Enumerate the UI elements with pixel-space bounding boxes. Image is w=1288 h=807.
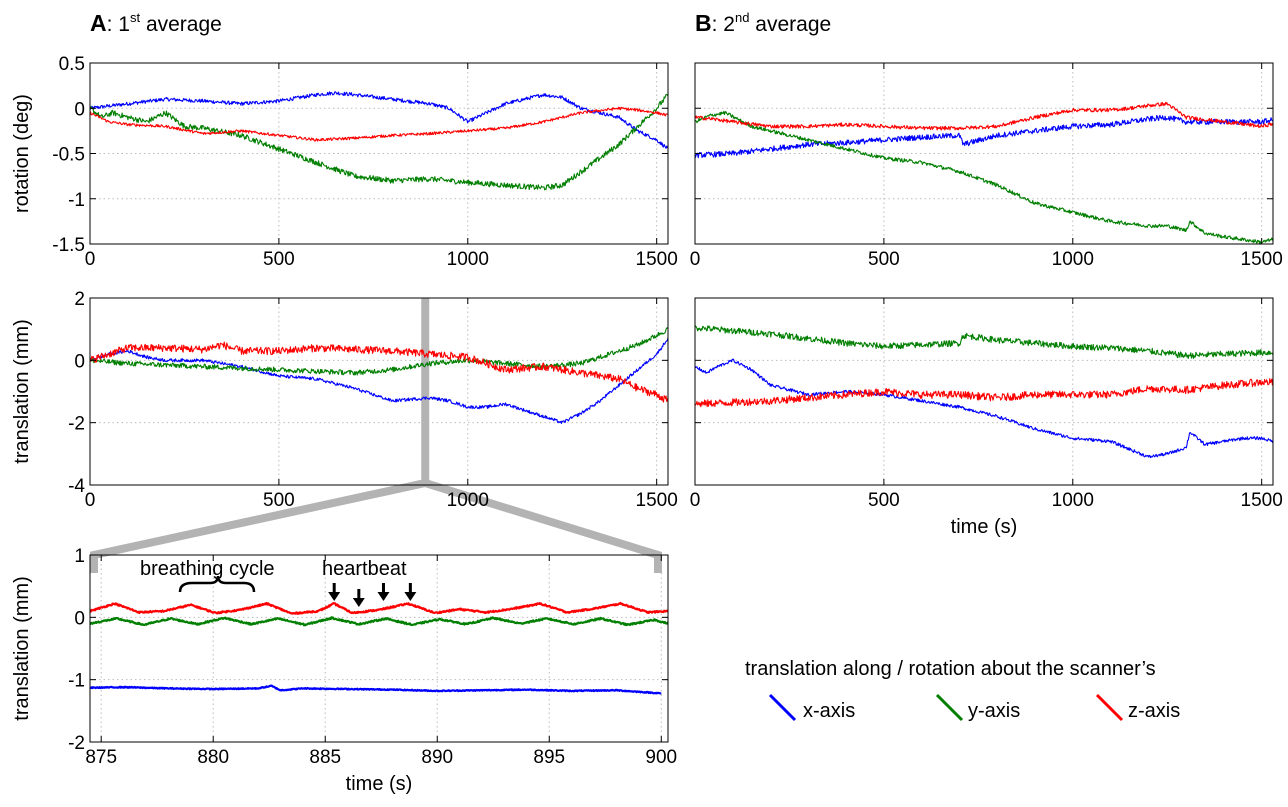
annotations: breathing cycle heartbeat: [140, 558, 417, 607]
x-tick-label: 500: [263, 490, 295, 511]
legend-title: translation along / rotation about the s…: [745, 658, 1156, 680]
y-tick-label: 2: [74, 289, 85, 310]
heartbeat-arrow-head: [352, 598, 365, 607]
chart-a-rotation: 0 500 1000 1500 -1.5 -1 -0.5 0 0.5 rotation (deg): [11, 54, 678, 270]
series-line-z-axis: [90, 601, 668, 615]
series-line-z-axis: [90, 341, 668, 403]
x-tick-label: 500: [868, 490, 900, 511]
legend-label-x: x-axis: [803, 700, 855, 722]
series-line-z-axis: [90, 106, 668, 142]
y-tick-label: 1: [74, 546, 85, 567]
y-tick-label: 0: [74, 351, 85, 372]
series-line-y-axis: [90, 93, 668, 191]
axes-frame: [89, 297, 669, 486]
panel-b-title: B: 2nd average: [695, 10, 831, 36]
series-line-x-axis: [90, 684, 662, 695]
series-line-y-axis: [695, 110, 1273, 244]
x-tick-label: 1000: [447, 490, 489, 511]
chart-a-zoom: 875 880 885 890 895 900 -2 -1 0 1 translation (mm)…: [11, 546, 677, 795]
x-tick-label: 1000: [447, 249, 489, 270]
panel-a-title: A: 1st average: [90, 10, 222, 36]
axes-frame: [694, 297, 1274, 486]
x-tick-label: 1500: [1241, 490, 1283, 511]
zoom-bracket: [90, 478, 662, 573]
chart-a-translation: 0 500 1000 1500 -4 -2 0 2 translation (mm): [11, 289, 678, 511]
x-tick-label: 900: [645, 747, 677, 768]
chart-b-translation: 0 500 1000 1500 time (s): [690, 297, 1283, 538]
y-axis-label: translation (mm): [11, 319, 33, 463]
y-tick-label: -0.5: [52, 145, 85, 166]
series-line-y-axis: [90, 616, 668, 627]
x-tick-label: 0: [690, 490, 701, 511]
x-tick-label: 1500: [636, 249, 678, 270]
series-line-x-axis: [90, 337, 668, 424]
x-tick-label: 1500: [1241, 249, 1283, 270]
x-axis-label: time (s): [951, 516, 1018, 538]
y-tick-label: -2: [68, 414, 85, 435]
x-tick-label: 0: [85, 490, 96, 511]
series-group: [695, 101, 1273, 244]
series-line-y-axis: [695, 324, 1273, 359]
legend-swatch-y: [935, 693, 964, 722]
x-tick-label: 1000: [1052, 490, 1094, 511]
y-tick-label: 0: [74, 608, 85, 629]
series-line-y-axis: [90, 327, 668, 376]
x-tick-label: 880: [197, 747, 229, 768]
series-group: [695, 324, 1273, 459]
y-tick-label: -1.5: [52, 235, 85, 256]
breathing-cycle-label: breathing cycle: [140, 558, 275, 580]
series-group: [90, 601, 668, 695]
y-tick-label: -1: [68, 671, 85, 692]
series-group: [90, 327, 668, 424]
y-tick-label: -2: [68, 733, 85, 754]
x-tick-label: 885: [309, 747, 341, 768]
x-tick-label: 500: [263, 249, 295, 270]
y-axis-label: rotation (deg): [11, 94, 33, 213]
x-tick-label: 1500: [636, 490, 678, 511]
chart-b-rotation: 0 500 1000 1500: [690, 62, 1283, 270]
series-line-x-axis: [695, 114, 1273, 159]
x-tick-label: 0: [85, 249, 96, 270]
x-tick-label: 890: [421, 747, 453, 768]
y-tick-label: 0.5: [59, 54, 85, 75]
x-tick-label: 1000: [1052, 249, 1094, 270]
x-tick-label: 895: [533, 747, 565, 768]
y-axis-label: translation (mm): [11, 576, 33, 720]
heartbeat-label: heartbeat: [322, 558, 407, 580]
legend-item-x: x-axis: [768, 693, 855, 722]
y-tick-label: -1: [68, 190, 85, 211]
y-tick-label: 0: [74, 99, 85, 120]
legend: translation along / rotation about the s…: [745, 658, 1180, 722]
heartbeat-arrow-head: [377, 592, 390, 601]
heartbeat-arrow-head: [328, 592, 341, 601]
heartbeat-arrow-head: [404, 592, 417, 601]
x-tick-label: 875: [85, 747, 117, 768]
zoom-connector: [90, 298, 662, 573]
series-line-z-axis: [695, 101, 1273, 131]
axes-frame: [89, 554, 669, 743]
legend-label-y: y-axis: [968, 700, 1020, 722]
legend-label-z: z-axis: [1128, 700, 1180, 722]
x-tick-label: 500: [868, 249, 900, 270]
x-axis-label: time (s): [346, 773, 413, 795]
legend-item-z: z-axis: [1095, 693, 1180, 722]
series-line-z-axis: [695, 378, 1273, 408]
series-group: [90, 91, 668, 191]
legend-swatch-z: [1095, 693, 1124, 722]
legend-swatch-x: [768, 693, 797, 722]
legend-item-y: y-axis: [935, 693, 1020, 722]
breathing-brace: [178, 575, 256, 593]
y-tick-label: -4: [68, 476, 85, 497]
series-line-x-axis: [90, 91, 668, 149]
series-line-x-axis: [695, 358, 1273, 459]
x-tick-label: 0: [690, 249, 701, 270]
